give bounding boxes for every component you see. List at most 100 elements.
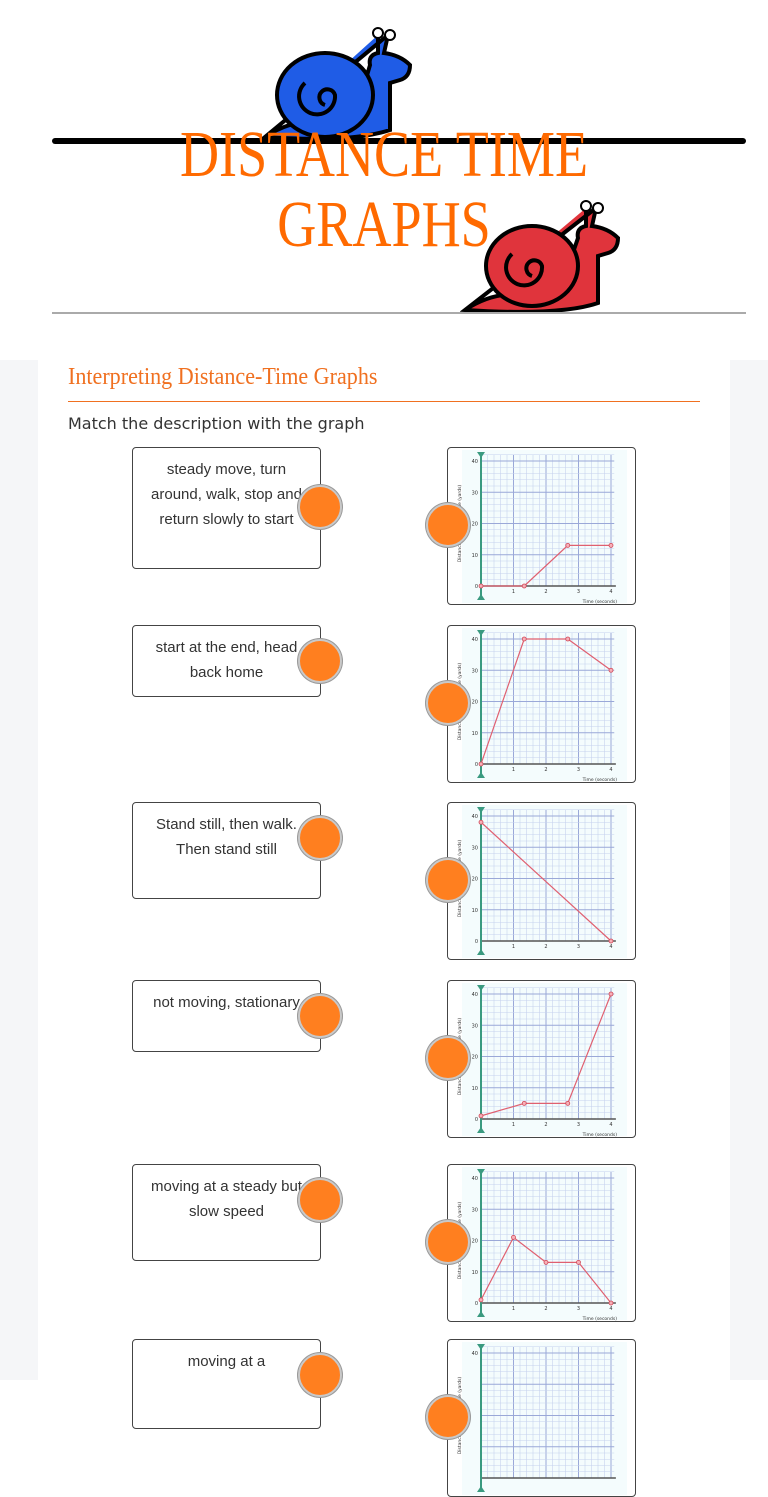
graph-card[interactable]: 40Distance from starting line (yards) (447, 1339, 636, 1497)
x-tick-label: 1 (512, 944, 515, 950)
description-text: moving at a steady but slow speed (151, 1178, 302, 1220)
section-title: Interpreting Distance-Time Graphs (68, 364, 378, 390)
data-point (478, 761, 484, 767)
y-tick-label: 10 (472, 1086, 478, 1092)
y-tick-label: 0 (475, 1117, 478, 1123)
x-axis-label: Time (seconds) (582, 599, 618, 605)
y-tick-label: 30 (472, 668, 478, 674)
description-card[interactable]: Stand still, then walk. Then stand still (132, 802, 321, 899)
description-text: steady move, turn around, walk, stop and… (151, 461, 302, 528)
data-point (565, 636, 571, 642)
y-tick-label: 0 (475, 762, 478, 768)
graph-connector-dot[interactable] (426, 1220, 470, 1264)
y-tick-label: 40 (472, 637, 478, 643)
description-connector-dot[interactable] (298, 1178, 342, 1222)
axis-handle-top (477, 630, 485, 636)
axis-handle-top (477, 452, 485, 458)
y-tick-label: 20 (472, 1055, 478, 1061)
header: DISTANCE TIME GRAPHS (0, 0, 768, 360)
description-card[interactable]: moving at a steady but slow speed (132, 1164, 321, 1261)
graph-connector-dot[interactable] (426, 681, 470, 725)
y-tick-label: 0 (475, 1301, 478, 1307)
description-connector-dot[interactable] (298, 816, 342, 860)
graph-connector-dot[interactable] (426, 1395, 470, 1439)
plot-background (462, 628, 627, 781)
data-point (608, 542, 614, 548)
graph-connector-dot[interactable] (426, 1036, 470, 1080)
x-axis-label: Time (seconds) (582, 1132, 618, 1138)
description-connector-dot[interactable] (298, 639, 342, 683)
x-tick-label: 3 (577, 944, 580, 950)
data-line (480, 993, 612, 1117)
x-tick-label: 3 (577, 1122, 580, 1128)
data-point (478, 1297, 484, 1303)
data-point (478, 819, 484, 825)
data-point (543, 1259, 549, 1265)
description-card[interactable]: steady move, turn around, walk, stop and… (132, 447, 321, 569)
title-line-2: GRAPHS (277, 188, 491, 261)
description-connector-dot[interactable] (298, 1353, 342, 1397)
axis-handle-bottom (477, 949, 485, 955)
x-axis-label: Time (seconds) (582, 777, 618, 783)
axis-handle-top (477, 985, 485, 991)
section-divider (68, 401, 700, 402)
data-point (608, 667, 614, 673)
instruction-text: Match the description with the graph (68, 414, 365, 433)
x-tick-label: 1 (512, 1306, 515, 1312)
data-point (478, 583, 484, 589)
y-tick-label: 30 (472, 490, 478, 496)
description-connector-dot[interactable] (298, 485, 342, 529)
distance-time-graph: 40Distance from starting line (yards) (457, 1342, 627, 1495)
matching-activity-card: Interpreting Distance-Time Graphs Match … (38, 360, 730, 1497)
description-text: not moving, stationary (153, 994, 300, 1011)
graph-connector-dot[interactable] (426, 503, 470, 547)
axis-handle-top (477, 807, 485, 813)
data-line (480, 638, 612, 765)
description-card[interactable]: not moving, stationary (132, 980, 321, 1052)
axis-handle-top (477, 1169, 485, 1175)
graph-connector-dot[interactable] (426, 858, 470, 902)
description-card[interactable]: moving at a (132, 1339, 321, 1429)
data-point (565, 1100, 571, 1106)
header-divider-top (52, 138, 746, 144)
x-tick-label: 2 (544, 767, 547, 773)
data-point (576, 1259, 581, 1265)
x-axis-label: Time (seconds) (582, 1316, 618, 1322)
description-card[interactable]: start at the end, head back home (132, 625, 321, 697)
data-point (478, 1113, 484, 1119)
x-tick-label: 4 (609, 944, 612, 950)
x-tick-label: 2 (544, 1306, 547, 1312)
x-tick-label: 3 (577, 1306, 580, 1312)
data-point (608, 938, 614, 944)
data-point (565, 542, 571, 548)
graph-card[interactable]: 0102030401234Distance from starting line… (447, 802, 636, 960)
axis-handle-bottom (477, 772, 485, 778)
y-tick-label: 20 (472, 522, 478, 528)
y-tick-label: 20 (472, 1239, 478, 1245)
x-tick-label: 4 (609, 1122, 612, 1128)
y-tick-label: 40 (472, 1351, 478, 1357)
page-title: DISTANCE TIME GRAPHS (151, 120, 617, 260)
y-tick-label: 30 (472, 845, 478, 851)
data-line (481, 544, 611, 587)
y-tick-label: 20 (472, 700, 478, 706)
axis-handle-bottom (477, 594, 485, 600)
x-tick-label: 4 (609, 767, 612, 773)
data-point (608, 991, 614, 997)
y-tick-label: 30 (472, 1207, 478, 1213)
plot-background (462, 450, 627, 603)
blue-snail-image (259, 27, 413, 140)
y-tick-label: 40 (472, 814, 478, 820)
axis-handle-bottom (477, 1311, 485, 1317)
axis-handle-bottom (477, 1127, 485, 1133)
description-connector-dot[interactable] (298, 994, 342, 1038)
data-point (608, 1300, 614, 1306)
data-point (521, 1100, 527, 1106)
